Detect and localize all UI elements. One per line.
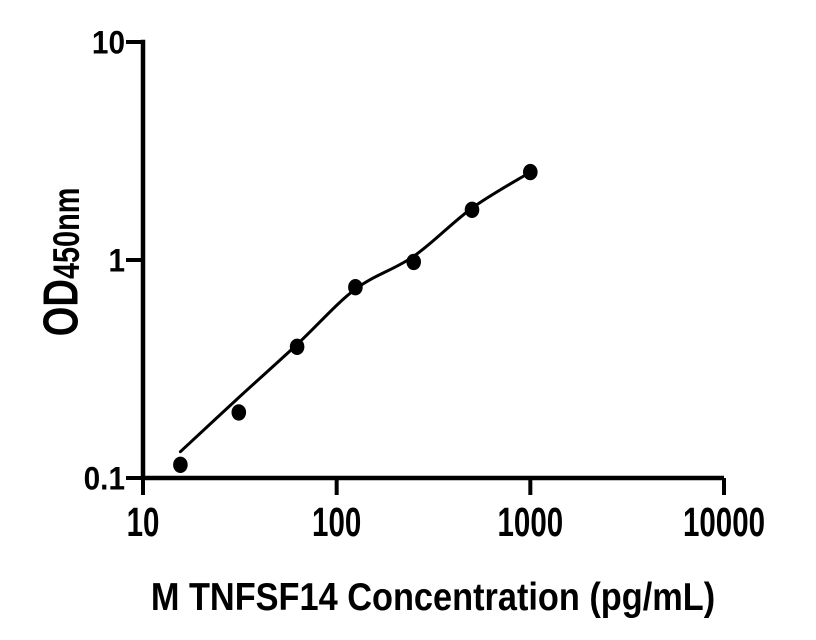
x-tick-label-group: 100 — [312, 499, 361, 545]
x-tick-label: 100 — [312, 499, 361, 545]
y-axis-title: OD450nm — [34, 167, 89, 358]
data-point-marker — [523, 163, 538, 181]
x-tick-label-group: 10000 — [683, 499, 765, 545]
y-axis-title-main: OD — [34, 279, 89, 337]
x-tick-label: 10000 — [683, 499, 765, 545]
data-point-marker — [464, 201, 480, 218]
y-tick-label-group: 1 — [108, 243, 125, 279]
x-tick-label: 10 — [127, 499, 160, 545]
data-point-marker — [289, 338, 305, 355]
axis-frame — [140, 39, 724, 481]
x-tick-label: 1000 — [497, 499, 563, 545]
x-tick-label-group: 1000 — [497, 499, 563, 545]
data-point-marker — [173, 456, 188, 473]
data-point-marker — [348, 279, 363, 296]
data-point-marker — [231, 404, 247, 421]
x-tick-label-group: 10 — [127, 499, 160, 545]
data-point-marker — [406, 253, 422, 271]
y-tick-label-group: 10 — [92, 25, 125, 61]
y-tick-label: 10 — [92, 25, 125, 61]
y-tick-label-group: 0.1 — [84, 461, 125, 497]
y-tick-label: 0.1 — [84, 461, 125, 497]
y-axis-title-sub: 450nm — [45, 187, 87, 280]
x-axis-title: M TNFSF14 Concentration (pg/mL) — [150, 576, 716, 619]
y-tick-label: 1 — [108, 243, 125, 279]
